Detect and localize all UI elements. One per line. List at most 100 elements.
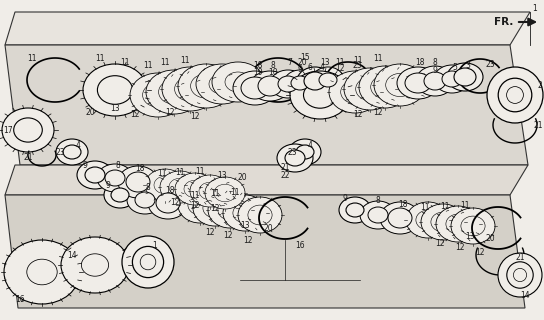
Ellipse shape [312, 67, 344, 93]
Ellipse shape [277, 144, 313, 172]
Text: 4: 4 [319, 62, 324, 71]
Ellipse shape [431, 212, 455, 232]
Ellipse shape [487, 67, 543, 123]
Text: 23: 23 [55, 148, 65, 156]
Ellipse shape [127, 186, 163, 214]
Text: 11: 11 [160, 58, 170, 67]
Text: 11: 11 [421, 203, 430, 212]
Text: 11: 11 [143, 60, 153, 69]
Ellipse shape [122, 236, 174, 288]
Text: 16: 16 [295, 241, 305, 250]
Ellipse shape [424, 72, 446, 90]
Text: 17: 17 [3, 125, 13, 134]
Ellipse shape [130, 73, 186, 117]
Ellipse shape [270, 70, 306, 98]
Ellipse shape [209, 74, 235, 94]
Ellipse shape [341, 80, 369, 104]
Text: 11: 11 [373, 53, 383, 62]
Text: 21: 21 [515, 253, 525, 262]
Text: 4: 4 [307, 140, 312, 149]
Ellipse shape [214, 184, 236, 202]
Text: 11: 11 [175, 167, 185, 177]
Text: 14: 14 [520, 291, 530, 300]
Text: 11: 11 [190, 190, 200, 199]
Text: 11: 11 [180, 55, 190, 65]
Ellipse shape [289, 139, 321, 165]
Text: 8: 8 [270, 60, 275, 69]
Text: 8: 8 [432, 58, 437, 67]
Ellipse shape [154, 176, 176, 194]
Text: 8: 8 [116, 161, 120, 170]
Ellipse shape [118, 166, 158, 198]
Ellipse shape [374, 64, 426, 106]
Ellipse shape [436, 206, 480, 242]
Ellipse shape [104, 182, 136, 208]
Text: 12: 12 [170, 197, 180, 206]
Text: 11: 11 [460, 201, 470, 210]
Ellipse shape [290, 71, 350, 119]
Ellipse shape [145, 169, 185, 201]
Text: 15: 15 [300, 52, 310, 61]
Text: 12: 12 [223, 230, 233, 239]
Text: 12: 12 [353, 109, 363, 118]
Ellipse shape [135, 192, 155, 208]
Ellipse shape [83, 64, 147, 116]
Text: 11: 11 [27, 53, 37, 62]
Text: 20: 20 [263, 223, 273, 233]
Ellipse shape [205, 177, 245, 209]
Polygon shape [5, 12, 530, 45]
Ellipse shape [359, 66, 411, 108]
Ellipse shape [507, 262, 533, 288]
Ellipse shape [132, 246, 164, 277]
Text: 11: 11 [335, 58, 345, 67]
Polygon shape [5, 165, 528, 195]
Ellipse shape [241, 77, 269, 99]
Text: 4: 4 [76, 140, 81, 149]
Text: 20: 20 [85, 108, 95, 116]
Text: 18: 18 [135, 164, 145, 172]
Ellipse shape [304, 72, 326, 90]
Ellipse shape [218, 200, 242, 220]
Ellipse shape [238, 197, 282, 233]
Ellipse shape [111, 188, 129, 202]
Ellipse shape [233, 71, 277, 105]
Text: 3: 3 [466, 60, 471, 69]
Text: 12: 12 [455, 243, 465, 252]
Ellipse shape [461, 216, 485, 236]
Text: 8: 8 [146, 182, 150, 191]
Ellipse shape [97, 76, 133, 104]
Ellipse shape [196, 64, 248, 104]
Text: 18: 18 [254, 60, 263, 69]
Ellipse shape [85, 167, 105, 183]
Ellipse shape [248, 205, 272, 225]
Ellipse shape [82, 254, 109, 276]
Ellipse shape [498, 78, 532, 112]
Ellipse shape [146, 70, 202, 114]
Ellipse shape [143, 83, 174, 107]
Text: 9: 9 [83, 161, 88, 170]
Text: 18: 18 [415, 58, 425, 67]
Ellipse shape [447, 63, 483, 91]
Text: 12: 12 [205, 228, 215, 236]
Text: 13: 13 [465, 231, 475, 241]
Ellipse shape [148, 187, 188, 219]
Ellipse shape [208, 192, 252, 228]
Ellipse shape [178, 187, 222, 223]
Ellipse shape [188, 195, 212, 215]
Ellipse shape [184, 180, 206, 198]
Ellipse shape [225, 72, 251, 92]
Ellipse shape [190, 74, 221, 98]
Text: 2: 2 [537, 81, 542, 90]
Ellipse shape [421, 204, 465, 240]
Text: 6: 6 [307, 62, 312, 71]
Ellipse shape [442, 71, 462, 87]
Text: 11: 11 [95, 53, 105, 62]
Text: 13: 13 [217, 171, 227, 180]
Ellipse shape [56, 139, 88, 165]
Text: 23: 23 [352, 60, 362, 69]
Text: 13: 13 [240, 220, 250, 229]
Ellipse shape [14, 118, 42, 142]
Ellipse shape [416, 66, 454, 96]
Ellipse shape [319, 73, 337, 87]
Ellipse shape [506, 87, 523, 103]
